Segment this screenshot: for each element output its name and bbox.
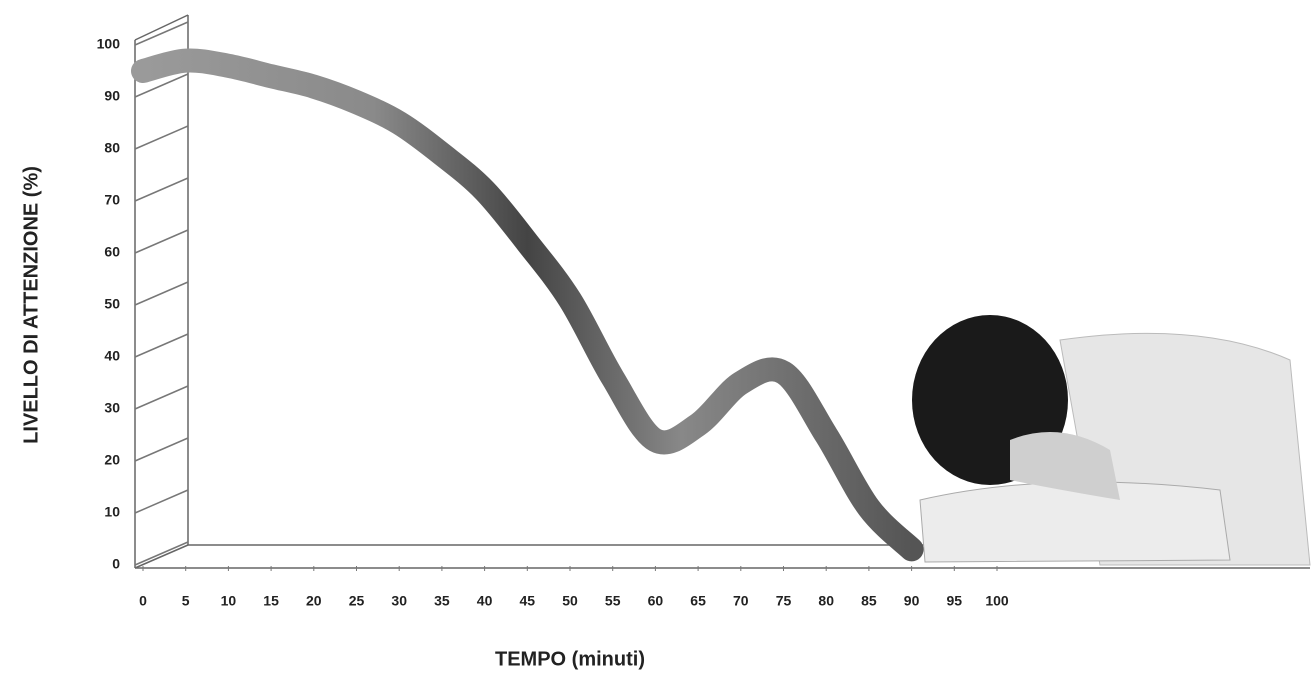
y-tick (135, 230, 188, 253)
x-tick-label: 80 (818, 593, 834, 609)
x-tick-label: 20 (306, 593, 322, 609)
y-axis-title: LIVELLO DI ATTENZIONE (%) (20, 166, 42, 444)
y-tick (135, 282, 188, 305)
x-tick-label: 65 (690, 593, 706, 609)
x-tick-label: 100 (985, 593, 1009, 609)
x-tick-label: 60 (648, 593, 664, 609)
y-tick (135, 178, 188, 201)
y-tick-label: 40 (104, 348, 120, 364)
x-tick-label: 0 (139, 593, 147, 609)
attention-ribbon (143, 60, 912, 549)
y-tick-label: 20 (104, 452, 120, 468)
sleeping-figure (912, 315, 1310, 565)
y-tick-label: 30 (104, 400, 120, 416)
y-tick (135, 22, 188, 45)
y-tick (135, 386, 188, 409)
y-tick-label: 10 (104, 504, 120, 520)
x-tick-label: 10 (221, 593, 237, 609)
x-tick-label: 90 (904, 593, 920, 609)
x-tick-label: 75 (776, 593, 792, 609)
y-tick (135, 542, 188, 565)
y-tick (135, 334, 188, 357)
y-tick (135, 438, 188, 461)
x-tick-label: 35 (434, 593, 450, 609)
x-tick-label: 85 (861, 593, 877, 609)
x-tick-label: 45 (520, 593, 536, 609)
x-tick-label: 25 (349, 593, 365, 609)
y-tick-label: 60 (104, 244, 120, 260)
y-tick-label: 70 (104, 192, 120, 208)
x-tick-label: 30 (391, 593, 407, 609)
x-tick-label: 40 (477, 593, 493, 609)
x-tick-label: 95 (947, 593, 963, 609)
y-tick-label: 90 (104, 88, 120, 104)
y-tick-label: 100 (97, 36, 121, 52)
x-tick-label: 50 (562, 593, 578, 609)
x-tick-label: 70 (733, 593, 749, 609)
y-tick (135, 490, 188, 513)
y-tick-label: 0 (112, 556, 120, 572)
x-tick-label: 15 (263, 593, 279, 609)
y-tick-label: 80 (104, 140, 120, 156)
x-axis-title: TEMPO (minuti) (495, 648, 645, 670)
x-tick-label: 5 (182, 593, 190, 609)
y-tick-label: 50 (104, 296, 120, 312)
x-tick-label: 55 (605, 593, 621, 609)
chart: LIVELLO DI ATTENZIONE (%) TEMPO (minuti)… (0, 0, 1312, 675)
y-tick (135, 126, 188, 149)
